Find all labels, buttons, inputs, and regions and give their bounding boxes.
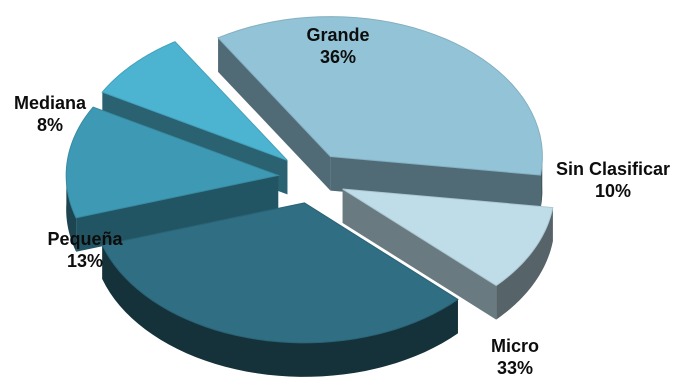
- slice-label-pequena: Pequeña 13%: [30, 228, 140, 272]
- slice-wall: [342, 189, 497, 320]
- pie-slice-sin-clasificar: [342, 188, 554, 320]
- pie-slice-peque-a: [65, 106, 280, 252]
- slice-name-grande: Grande: [306, 25, 370, 45]
- slice-top-face: [101, 202, 459, 344]
- slice-rim: [102, 245, 458, 377]
- slice-top-face: [342, 188, 554, 287]
- slice-percent-pequena: 13%: [66, 251, 104, 271]
- pie-slice-micro: [101, 202, 459, 377]
- slice-top-face: [65, 106, 280, 219]
- slice-percent-grande: 36%: [319, 47, 357, 67]
- slice-top-face: [217, 16, 543, 176]
- slice-name-pequena: Pequeña: [47, 229, 123, 249]
- slice-label-sin-clasificar: Sin Clasificar 10%: [548, 158, 678, 202]
- slice-wall: [218, 37, 331, 191]
- slice-label-grande: Grande 36%: [296, 24, 380, 68]
- pie-slice-grande: [217, 16, 543, 210]
- slice-rim: [496, 207, 553, 320]
- slice-label-mediana: Mediana 8%: [0, 92, 100, 136]
- slice-name-mediana: Mediana: [13, 93, 87, 113]
- slice-name-sin-clasificar: Sin Clasificar: [555, 159, 671, 179]
- slice-percent-micro: 33%: [496, 358, 534, 378]
- slice-top-face: [101, 41, 288, 161]
- slice-percent-sin-clasificar: 10%: [594, 181, 632, 201]
- slice-rim: [66, 169, 77, 252]
- slice-name-micro: Micro: [490, 336, 539, 356]
- slice-percent-mediana: 8%: [36, 115, 63, 135]
- slice-wall: [330, 156, 541, 210]
- slice-label-micro: Micro 33%: [478, 335, 552, 379]
- slice-wall: [76, 175, 279, 252]
